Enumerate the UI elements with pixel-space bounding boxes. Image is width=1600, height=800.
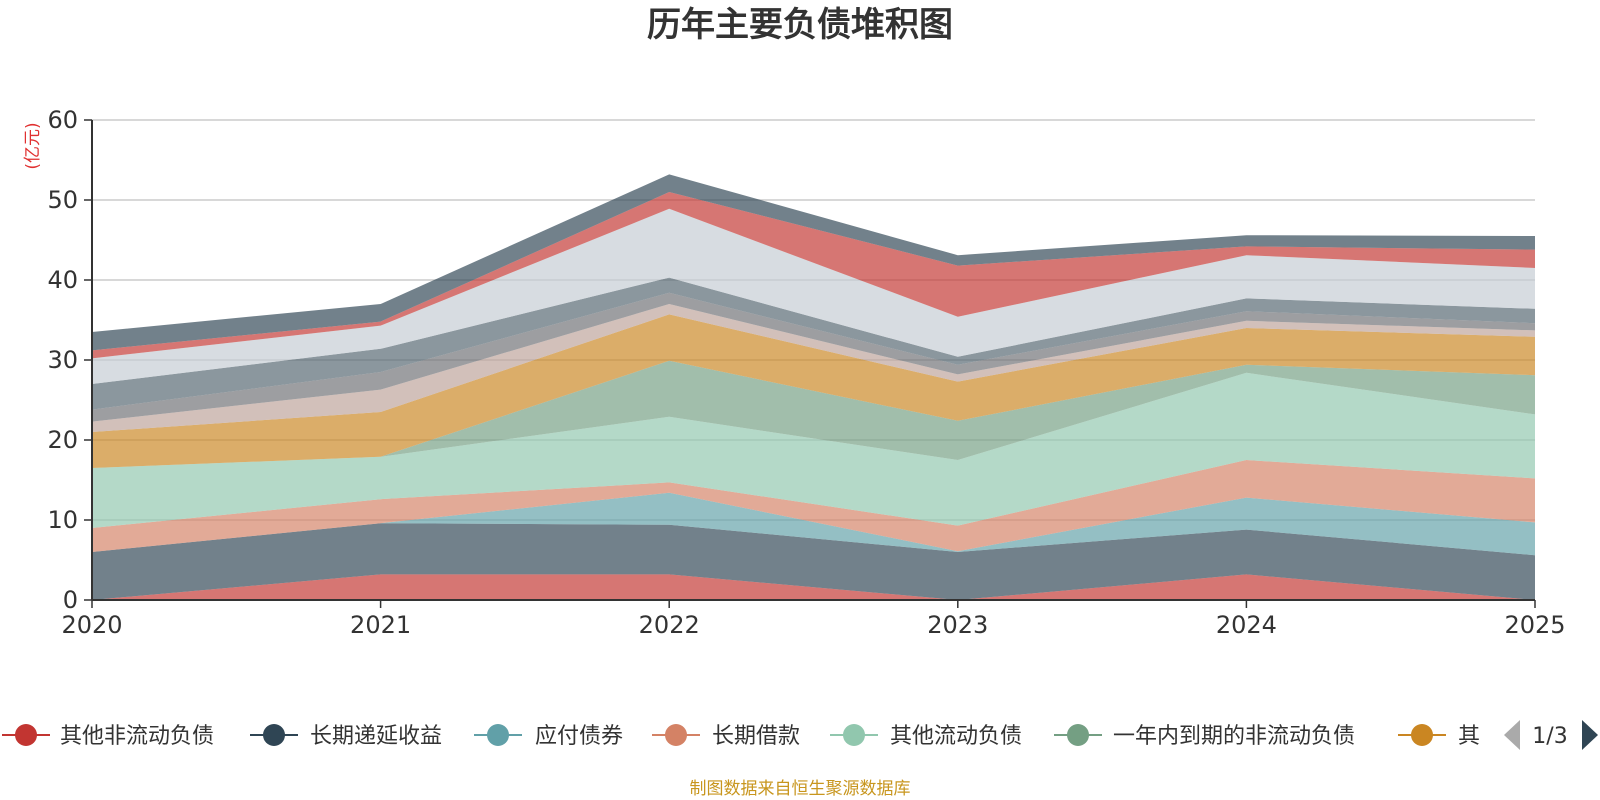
legend-item[interactable]: 一年内到期的非流动负债: [1054, 724, 1355, 749]
legend-item[interactable]: 其: [1398, 724, 1480, 749]
y-tick-label: 0: [63, 586, 78, 614]
y-tick-label: 20: [47, 426, 78, 454]
legend-marker: [843, 724, 865, 746]
area-应付职工薪酬[interactable]: 应付职工薪酬: [92, 292, 1535, 422]
area-其他流动负债[interactable]: 其他流动负债: [92, 372, 1535, 528]
x-tick-label: 2023: [927, 611, 988, 639]
area-长期递延收益[interactable]: 长期递延收益: [92, 523, 1535, 600]
legend-label: 其他流动负债: [890, 724, 1022, 749]
data-source-note: 制图数据来自恒生聚源数据库: [690, 779, 911, 799]
x-tick-label: 2022: [639, 611, 700, 639]
chart-title: 历年主要负债堆积图: [647, 5, 953, 45]
area-series: 其他非流动负债长期递延收益应付债券长期借款其他流动负债一年内到期的非流动负债其他…: [92, 174, 1535, 600]
area-应付票据[interactable]: 应付票据: [92, 192, 1535, 359]
area-短期借款[interactable]: 短期借款: [92, 174, 1535, 351]
x-tick-label: 2024: [1216, 611, 1277, 639]
legend-marker: [665, 724, 687, 746]
legend-item[interactable]: 应付债券: [474, 724, 623, 749]
area-合同负债[interactable]: 合同负债: [92, 208, 1535, 384]
legend-marker: [487, 724, 509, 746]
area-应付债券[interactable]: 应付债券: [92, 492, 1535, 556]
area-一年内到期的非流动负债[interactable]: 一年内到期的非流动负债: [92, 360, 1535, 468]
y-tick-label: 60: [47, 106, 78, 134]
legend-label: 应付债券: [535, 724, 623, 749]
x-tick-label: 2025: [1504, 611, 1565, 639]
legend-item[interactable]: 长期递延收益: [250, 724, 442, 749]
y-tick-label: 10: [47, 506, 78, 534]
legend-marker: [1067, 724, 1089, 746]
legend-label: 长期借款: [712, 724, 800, 749]
legend-label: 长期递延收益: [310, 724, 442, 749]
legend-marker: [15, 724, 37, 746]
legend-item[interactable]: 长期借款: [652, 724, 800, 749]
legend-next-page-icon[interactable]: [1582, 720, 1598, 750]
legend-label: 一年内到期的非流动负债: [1113, 724, 1355, 749]
legend-label: 其他非流动负债: [60, 724, 214, 749]
x-tick-label: 2020: [61, 611, 122, 639]
y-tick-label: 40: [47, 266, 78, 294]
legend-label: 其: [1458, 724, 1480, 749]
y-tick-label: 30: [47, 346, 78, 374]
legend-marker: [1411, 724, 1433, 746]
area-长期借款[interactable]: 长期借款: [92, 460, 1535, 552]
legend-item[interactable]: 其他非流动负债: [2, 724, 214, 749]
y-axis-unit: (亿元): [23, 122, 43, 169]
area-其他应付款[interactable]: 其他应付款: [92, 314, 1535, 468]
legend-item[interactable]: 其他流动负债: [830, 724, 1022, 749]
legend-marker: [263, 724, 285, 746]
x-tick-label: 2021: [350, 611, 411, 639]
axes: 0 10 20 30 40 50 60 2020 2021 2022 2023 2024 2025: [47, 106, 1565, 639]
legend-page-indicator: 1/3: [1532, 724, 1567, 749]
area-应交税费[interactable]: 应交税费: [92, 304, 1535, 432]
legend[interactable]: 其他非流动负债 长期递延收益 应付债券 长期借款 其他流动负债 一年内到期的非流动负债 其 1…: [2, 720, 1598, 750]
legend-prev-page-icon[interactable]: [1504, 720, 1520, 750]
y-tick-label: 50: [47, 186, 78, 214]
